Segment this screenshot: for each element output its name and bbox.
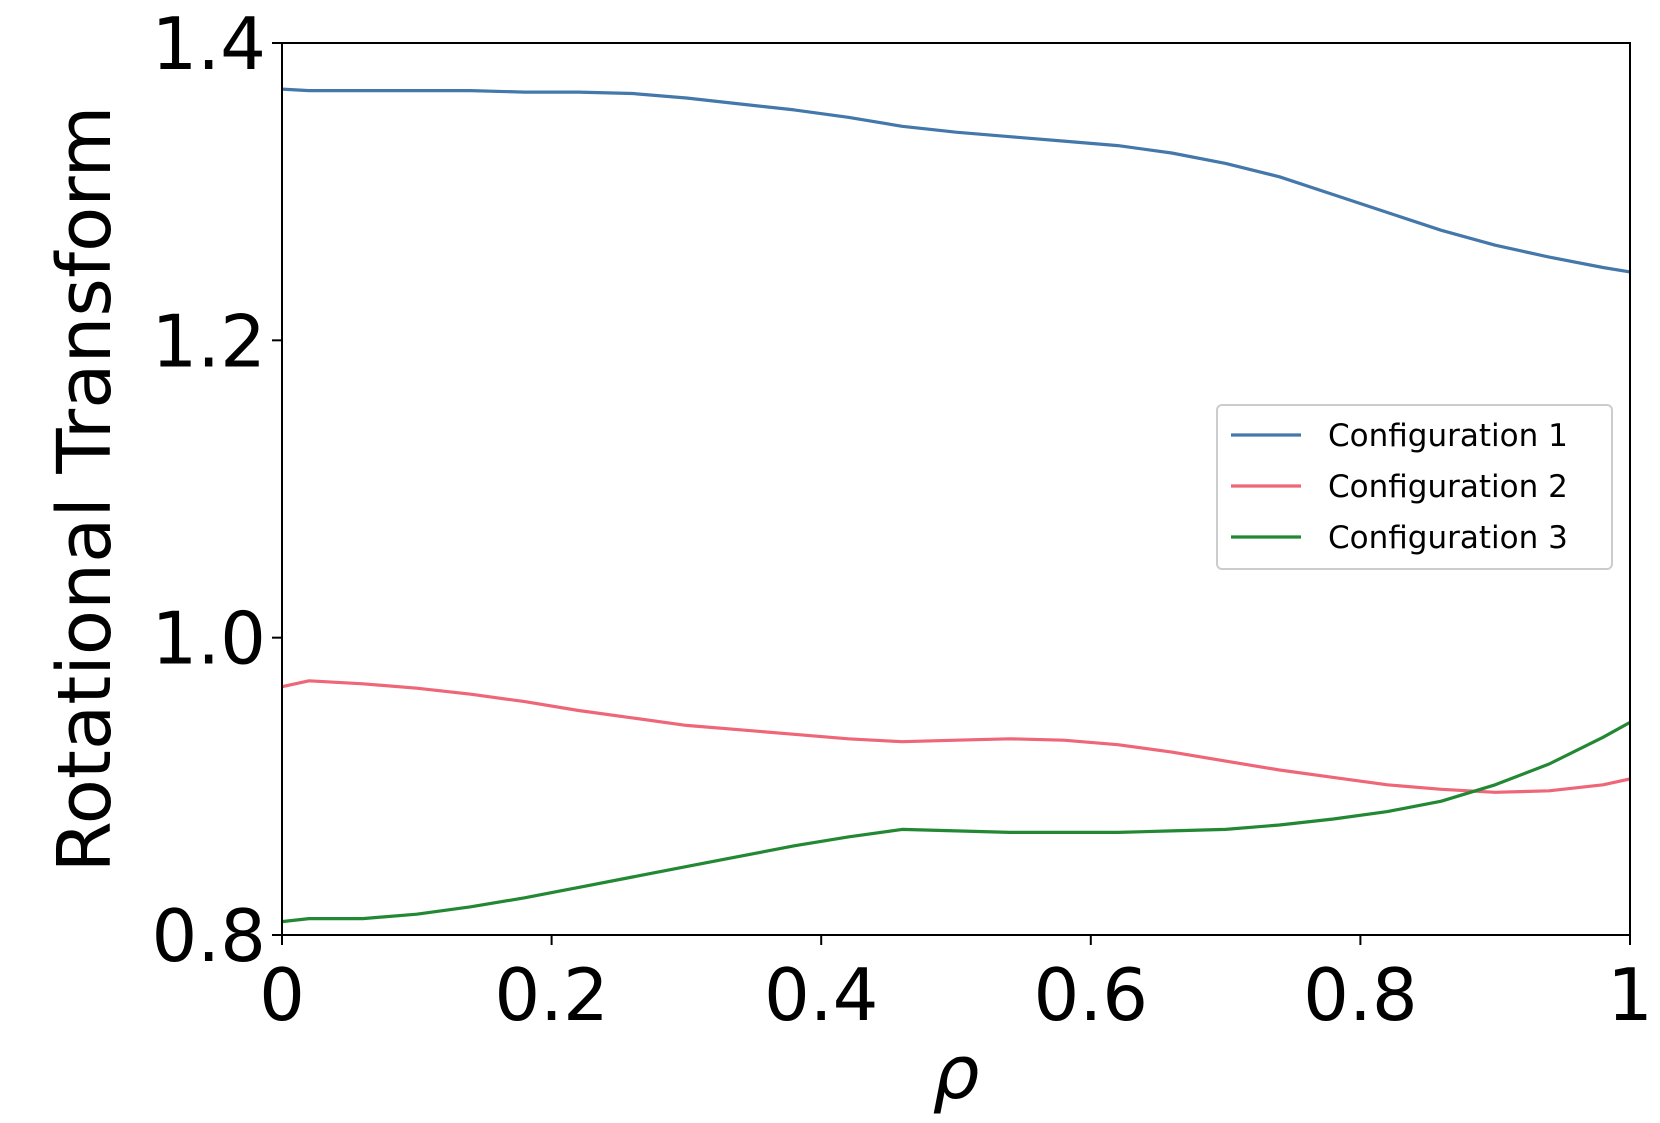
- y-tick-label: 1.2: [151, 299, 266, 383]
- legend-label-3: Configuration 3: [1328, 520, 1568, 556]
- x-axis-label: ρ: [933, 1030, 980, 1116]
- legend-box: [1216, 404, 1613, 570]
- y-tick-label: 0.8: [151, 894, 266, 978]
- x-tick-label: 0.6: [1034, 953, 1149, 1037]
- x-tick-label: 0.2: [494, 953, 609, 1037]
- x-tick-label: 0.8: [1303, 953, 1418, 1037]
- y-tick-label: 1.0: [151, 597, 266, 681]
- x-axis-ticks: 0 0.2 0.4 0.6 0.8 1: [259, 935, 1653, 1037]
- x-tick-label: 1: [1607, 953, 1653, 1037]
- legend-label-2: Configuration 2: [1328, 469, 1568, 505]
- x-tick-label: 0: [259, 953, 305, 1037]
- y-tick-label: 1.4: [151, 2, 266, 86]
- legend-label-1: Configuration 1: [1328, 418, 1568, 454]
- series-line-1: [281, 87, 1631, 274]
- y-axis-label: Rotational Transform: [42, 106, 128, 873]
- series-layer: [281, 87, 1631, 924]
- y-axis-ticks: 0.8 1.0 1.2 1.4: [151, 2, 282, 978]
- x-tick-label: 0.4: [764, 953, 879, 1037]
- axes-frame: [281, 42, 1631, 936]
- series-line-3: [281, 720, 1631, 924]
- legend: Configuration 1 Configuration 2 Configurat…: [1216, 404, 1613, 570]
- series-line-2: [281, 679, 1631, 794]
